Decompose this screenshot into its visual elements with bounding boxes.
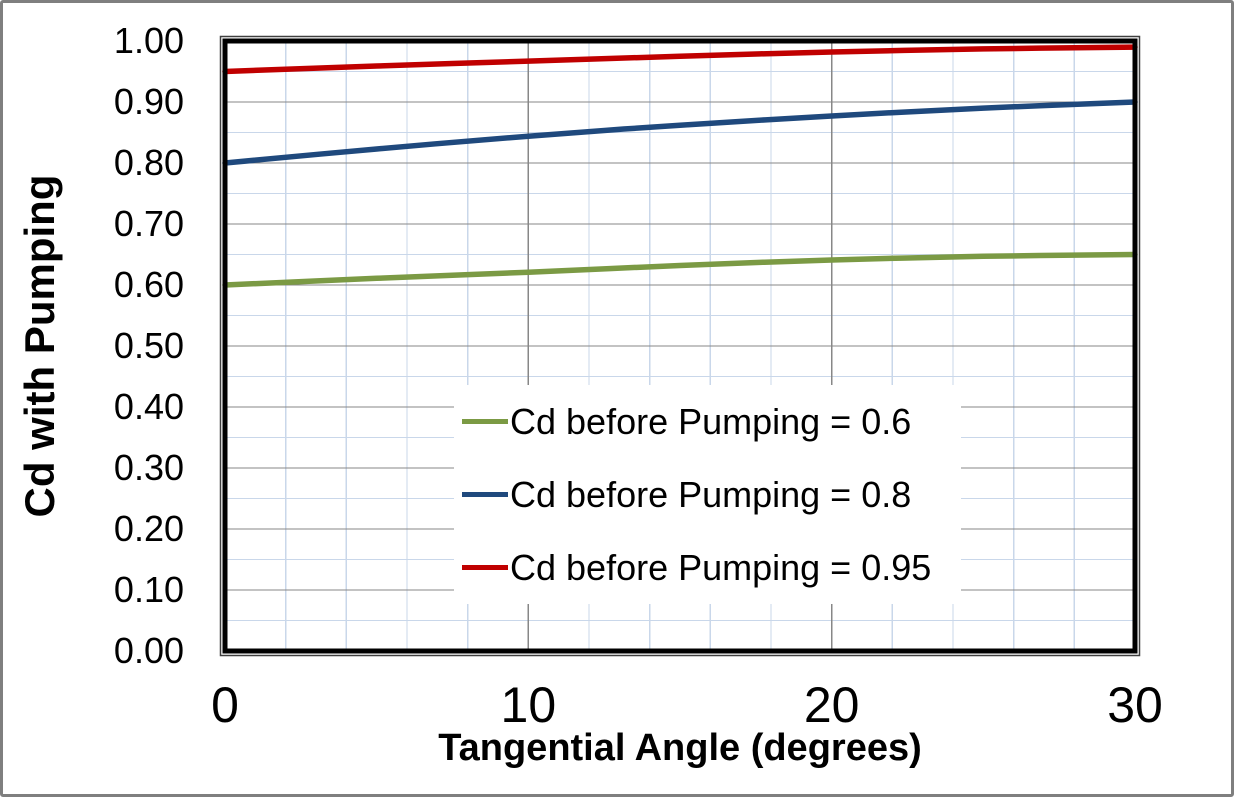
y-tick-label: 0.40 [113,386,184,427]
legend-item: Cd before Pumping = 0.6 [454,385,961,458]
y-tick-label: 1.00 [113,20,184,61]
x-axis-title: Tangential Angle (degrees) [438,727,922,769]
y-tick-label: 0.80 [113,142,184,183]
legend-label: Cd before Pumping = 0.6 [510,400,912,442]
legend-label: Cd before Pumping = 0.95 [510,546,932,588]
legend: Cd before Pumping = 0.6 Cd before Pumpin… [454,385,961,604]
legend-item: Cd before Pumping = 0.95 [454,531,961,604]
plot-area-border [222,38,1138,654]
y-tick-label: 0.00 [113,630,184,671]
y-tick-label: 0.10 [113,569,184,610]
y-tick-label: 0.70 [113,203,184,244]
x-tick-label: 0 [211,677,239,733]
legend-line-swatch [462,565,508,570]
x-tick-label: 20 [803,677,860,733]
x-tick-label: 30 [1107,677,1163,733]
y-tick-label: 0.60 [113,264,184,305]
plot-area-outline [219,35,1141,657]
legend-item: Cd before Pumping = 0.8 [454,458,961,531]
legend-label: Cd before Pumping = 0.8 [510,473,912,515]
y-tick-label: 0.20 [113,508,184,549]
y-tick-label: 0.50 [113,325,184,366]
series-line [222,251,1138,288]
y-axis-title: Cd with Pumping [16,174,63,518]
legend-line-swatch [462,492,508,497]
series-line [222,44,1138,75]
y-tick-label: 0.30 [113,447,184,488]
series-line [222,99,1138,166]
y-tick-label: 0.90 [113,81,184,122]
legend-line-swatch [462,419,508,424]
x-tick-label: 10 [500,677,557,733]
